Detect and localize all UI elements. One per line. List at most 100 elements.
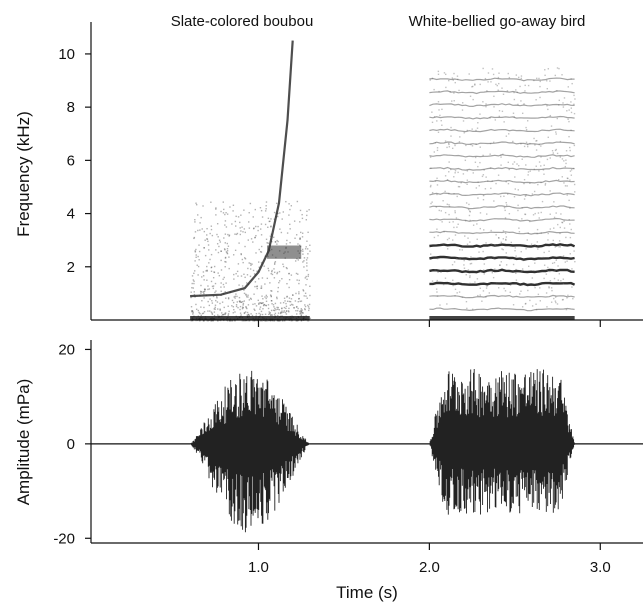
spectrogram-speck [220,269,223,271]
spectrogram-speck [501,248,503,250]
spectrogram-speck [301,309,303,311]
spectrogram-speck [271,314,273,316]
spectrogram-speck [446,303,448,305]
spectrogram-speck [261,295,263,297]
spectrogram-speck [223,286,225,288]
spectrogram-speck [301,232,304,234]
spectrogram-speck [211,300,213,302]
spectrogram-speck [241,226,243,228]
spectrogram-speck [279,302,282,304]
spectrogram-speck [440,210,442,212]
spectrogram-speck [446,179,449,181]
spectrogram-speck [301,312,303,314]
spectrogram-speck [442,243,444,245]
spectrogram-speck [500,241,503,244]
boubou-band [267,245,302,259]
spectrogram-speck [203,292,205,295]
spectrogram-speck [255,234,257,237]
spectrogram-speck [451,263,454,266]
spectrogram-speck [208,304,211,307]
spectrogram-speck [297,259,300,261]
spectrogram-speck [554,300,557,302]
spectrogram-speck [224,313,226,316]
spectrogram-speck [449,91,452,93]
spectrogram-speck [224,291,226,293]
spectrogram-speck [234,233,236,235]
spectrogram-speck [522,259,524,262]
spectrogram-speck [437,101,440,103]
spectrogram-speck [239,233,242,236]
spectrogram-speck [250,238,253,240]
spectrogram-speck [244,257,246,259]
spectrogram-speck [248,314,250,317]
spectrogram-speck [561,221,564,224]
spectrogram-speck [225,261,227,263]
spectrogram-speck [273,309,276,312]
spectrogram-speck [448,143,450,146]
spectrogram-speck [231,319,233,322]
spectrogram-speck [555,148,557,151]
spectrogram-speck [210,266,213,268]
spectrogram-speck [260,245,263,248]
spectrogram-speck [224,257,227,259]
spectrogram-speck [569,223,571,225]
spectrogram-speck [203,288,206,290]
spectrogram-speck [219,241,222,243]
spectrogram-speck [281,218,283,220]
spectrogram-speck [236,301,239,303]
spectrogram-speck [269,282,271,284]
spectrogram-speck [482,250,484,253]
spectrogram-speck [513,116,515,118]
spectrogram-speck [247,267,249,270]
spectrogram-speck [211,285,214,288]
spectrogram-speck [259,228,262,230]
spectrogram-speck [448,204,450,206]
spectrogram-speck [270,226,272,228]
spectrogram-speck [242,300,244,303]
spectrogram-speck [307,273,310,276]
spectrogram-speck [456,257,458,260]
spectrogram-speck [225,251,228,253]
spectrogram-speck [538,77,540,80]
spectrogram-speck [248,227,251,229]
spectrogram-speck [277,290,279,293]
spectrogram-speck [280,312,282,314]
title-go-away-bird: White-bellied go-away bird [409,13,586,30]
spectrogram-speck [216,243,219,245]
spectrogram-speck [210,253,213,256]
spectrogram-speck [279,312,282,315]
spectrogram-speck [258,303,260,305]
spectrogram-speck [233,278,235,280]
spectrogram-speck [235,293,237,295]
spectrogram-speck [270,314,272,316]
spectrogram-speck [206,234,208,236]
spectrogram-speck [296,200,299,203]
spectrogram-speck [239,312,242,314]
spectrogram-speck [547,136,549,139]
spectrogram-speck [441,108,443,111]
spectrogram-speck [223,248,226,250]
spectrogram-speck [529,299,531,302]
spectrogram-speck [232,254,235,256]
spectrogram-speck [542,169,545,171]
spectrogram-speck [265,300,268,303]
spectrogram-speck [436,193,438,196]
spectrogram-speck [465,202,468,204]
spectrogram-speck [485,296,487,298]
spectrogram-speck [299,312,302,314]
spectrogram-speck [469,263,472,265]
spectrogram-speck [559,232,561,235]
go-away-harmonic [429,217,575,222]
spectrogram-speck [507,161,509,164]
spectrogram-speck [482,194,485,197]
spectrogram-speck [512,263,515,266]
spectrogram-speck [463,132,465,134]
spectrogram-speck [472,224,475,226]
spectrogram-speck [553,277,556,280]
spectrogram-speck [444,277,447,279]
spectrogram-speck [453,261,456,263]
spectrogram-speck [206,269,208,272]
spectrogram-speck [477,122,479,124]
spectrogram-speck [505,180,507,183]
spectrogram-speck [492,73,495,76]
